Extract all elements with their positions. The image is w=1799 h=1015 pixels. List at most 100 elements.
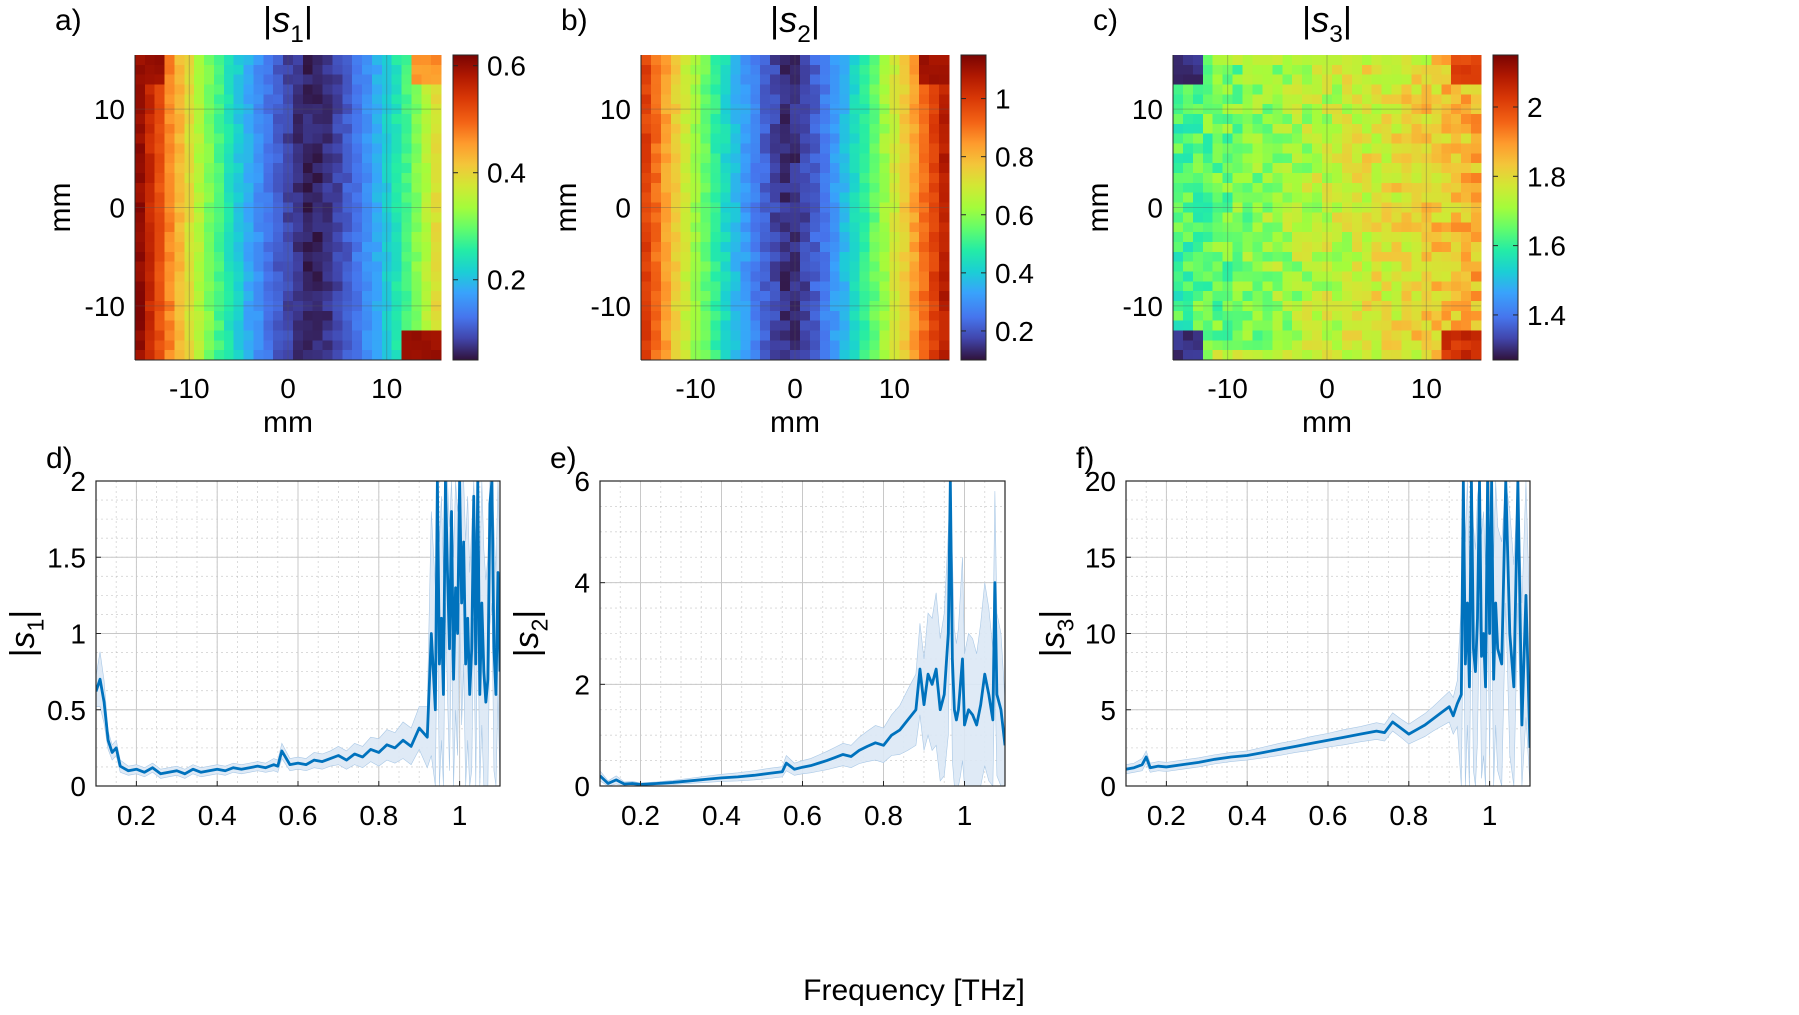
heatmap-cell: [780, 281, 791, 292]
heatmap-cell: [1182, 163, 1194, 174]
heatmap-cell: [233, 114, 245, 125]
heatmap-cell: [839, 330, 851, 341]
heatmap-cell: [1192, 232, 1204, 243]
heatmap-cell: [342, 310, 353, 322]
heatmap-cell: [312, 133, 324, 145]
heatmap-cell: [650, 330, 662, 341]
heatmap-cell: [1391, 104, 1403, 115]
heatmap-cell: [1252, 163, 1264, 174]
heatmap-cell: [381, 222, 393, 233]
heatmap-cell: [1471, 84, 1482, 95]
heatmap-cell: [1212, 222, 1224, 233]
heatmap-cell: [421, 340, 432, 351]
heatmap-cell: [1371, 123, 1383, 135]
heatmap-cell: [670, 74, 682, 86]
heatmap-ylabel: mm: [550, 183, 583, 233]
colorbar-tick-label: 0.6: [995, 200, 1034, 231]
heatmap-cell: [302, 114, 314, 125]
heatmap-cell: [391, 340, 403, 351]
heatmap-cell: [1381, 232, 1393, 243]
heatmap-cell: [154, 153, 166, 164]
heatmap-cells: [135, 55, 442, 361]
heatmap-cell: [760, 241, 771, 253]
heatmap-cell: [720, 320, 732, 332]
heatmap-cell: [371, 241, 383, 253]
heatmap-cell: [273, 212, 284, 223]
heatmap-cell: [740, 55, 751, 66]
heatmap-cell: [809, 261, 821, 273]
heatmap-cell: [362, 133, 373, 145]
heatmap-cell: [720, 84, 732, 95]
heatmap-cell: [829, 330, 841, 341]
heatmap-cell: [1182, 173, 1194, 184]
heatmap-cell: [362, 94, 373, 105]
heatmap-cell: [1242, 133, 1254, 145]
heatmap-cell: [770, 84, 781, 95]
heatmap-cell: [381, 300, 393, 312]
heatmap-cell: [243, 350, 255, 361]
heatmap-cell: [144, 202, 156, 214]
heatmap-cell: [223, 143, 235, 154]
heatmap-cell: [332, 74, 343, 86]
heatmap-cell: [1202, 212, 1214, 223]
heatmap-cell: [799, 114, 811, 125]
heatmap-cell: [1371, 182, 1383, 194]
heatmap-cell: [1262, 232, 1273, 243]
heatmap-cell: [401, 74, 412, 86]
heatmap-cell: [371, 182, 383, 194]
heatmap-cell: [401, 222, 412, 233]
heatmap-cell: [292, 320, 304, 332]
heatmap-cell: [184, 153, 195, 164]
heatmap-cell: [909, 84, 920, 95]
heatmap-cell: [322, 153, 334, 164]
heatmap-cell: [690, 300, 702, 312]
heatmap-cell: [889, 143, 900, 154]
heatmap-cell: [431, 310, 442, 322]
heatmap-cell: [1252, 340, 1264, 351]
heatmap-cell: [809, 64, 821, 76]
heatmap-cell: [362, 232, 373, 243]
heatmap-cell: [135, 182, 146, 194]
heatmap-cell: [1361, 55, 1373, 66]
heatmap-cell: [1471, 133, 1482, 145]
heatmap-cell: [1222, 261, 1234, 273]
heatmap-cell: [164, 143, 176, 154]
heatmap-title: |s2|: [770, 0, 820, 48]
heatmap-cell: [939, 251, 950, 263]
heatmap-cell: [371, 281, 383, 292]
heatmap-cell: [223, 222, 235, 233]
heatmap-cell: [1182, 241, 1194, 253]
heatmap-cell: [213, 330, 225, 341]
xtick-label: 0.2: [1147, 800, 1186, 831]
heatmap-cell: [839, 251, 851, 263]
heatmap-cell: [1431, 163, 1442, 174]
heatmap-cell: [839, 310, 851, 322]
heatmap-cell: [1391, 271, 1403, 282]
heatmap-cell: [790, 104, 801, 115]
heatmap-cell: [790, 123, 801, 135]
heatmap-cell: [1322, 163, 1333, 174]
heatmap-cell: [1421, 222, 1432, 233]
heatmap-cell: [929, 291, 940, 302]
heatmap-cell: [1441, 192, 1452, 204]
heatmap-cell: [1451, 133, 1462, 145]
heatmap-cell: [174, 133, 185, 145]
heatmap-cell: [1302, 241, 1313, 253]
heatmap-cell: [302, 202, 314, 214]
heatmap-cell: [253, 310, 264, 322]
heatmap-cell: [1202, 291, 1214, 302]
heatmap-cell: [1173, 261, 1184, 273]
heatmap-cell: [839, 74, 851, 86]
heatmap-cell: [174, 202, 185, 214]
heatmap-cell: [929, 271, 940, 282]
heatmap-cell: [431, 300, 442, 312]
heatmap-cell: [879, 173, 890, 184]
heatmap-cell: [1431, 173, 1442, 184]
heatmap-cell: [790, 143, 801, 154]
heatmap-cell: [1371, 261, 1383, 273]
heatmap-cell: [790, 330, 801, 341]
heatmap-cell: [391, 310, 403, 322]
heatmap-cell: [431, 104, 442, 115]
heatmap-cell: [184, 173, 195, 184]
heatmap-cell: [1222, 291, 1234, 302]
